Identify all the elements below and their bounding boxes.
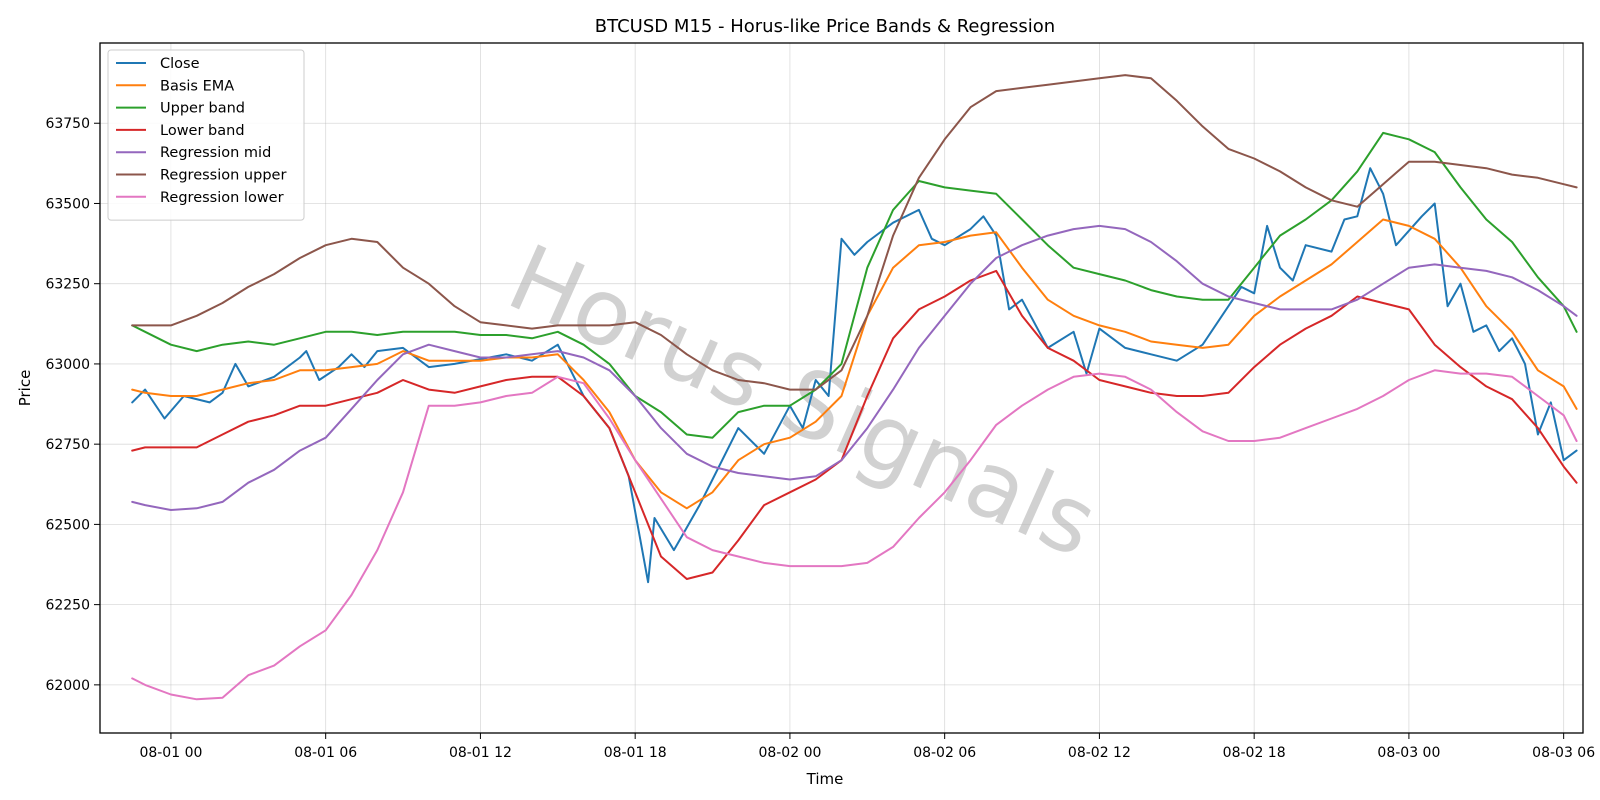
y-tick-label: 62250 bbox=[45, 598, 90, 614]
y-tick-label: 62500 bbox=[45, 517, 90, 533]
x-axis-label: Time bbox=[806, 770, 844, 788]
legend-box bbox=[107, 49, 305, 221]
legend-label-basis-ema: Basis EMA bbox=[160, 78, 234, 94]
chart-title: BTCUSD M15 - Horus-like Price Bands & Re… bbox=[595, 16, 1055, 37]
y-tick-label: 63000 bbox=[45, 357, 90, 373]
y-tick-label: 63250 bbox=[45, 277, 90, 293]
series-line-regression-lower bbox=[131, 369, 1578, 701]
x-tick-label: 08-02 06 bbox=[913, 745, 976, 761]
series-layer bbox=[131, 74, 1578, 701]
x-tick-label: 08-01 18 bbox=[604, 745, 667, 761]
legend-label-regression-mid: Regression mid bbox=[160, 145, 271, 161]
legend-label-close: Close bbox=[160, 56, 200, 72]
x-tick-label: 08-03 00 bbox=[1377, 745, 1440, 761]
x-tick-label: 08-02 00 bbox=[758, 745, 821, 761]
watermark: Horus Signals bbox=[494, 224, 1112, 578]
legend-label-upper-band: Upper band bbox=[160, 101, 245, 117]
x-ticks: 08-01 00 08-01 06 08-01 12 08-01 18 08-02 00… bbox=[139, 733, 1595, 761]
y-axis-label: Price bbox=[16, 370, 34, 407]
y-tick-label: 62000 bbox=[45, 678, 90, 694]
series-line-upper-band bbox=[131, 131, 1578, 439]
legend-label-lower-band: Lower band bbox=[160, 123, 245, 139]
y-tick-label: 62750 bbox=[45, 437, 90, 453]
legend-label-regression-lower: Regression lower bbox=[160, 190, 284, 206]
x-tick-label: 08-03 06 bbox=[1532, 745, 1595, 761]
y-tick-label: 63500 bbox=[45, 196, 90, 212]
series-line-regression-mid bbox=[131, 224, 1578, 511]
x-tick-label: 08-01 06 bbox=[294, 745, 357, 761]
series-line-close bbox=[131, 167, 1578, 584]
y-tick-label: 63750 bbox=[45, 116, 90, 132]
series-line-regression-upper bbox=[131, 74, 1578, 391]
x-tick-label: 08-01 00 bbox=[139, 745, 202, 761]
y-ticks: 62000 62250 62500 62750 63000 63250 63500 63750 bbox=[45, 116, 100, 694]
grid bbox=[100, 43, 1583, 733]
legend-label-regression-upper: Regression upper bbox=[160, 168, 286, 184]
watermark-text: Horus Signals bbox=[494, 224, 1112, 578]
x-tick-label: 08-02 18 bbox=[1223, 745, 1286, 761]
series-line-basis-ema bbox=[131, 218, 1578, 510]
plot-frame bbox=[99, 42, 1584, 734]
x-tick-label: 08-01 12 bbox=[449, 745, 512, 761]
series-line-lower-band bbox=[131, 269, 1578, 580]
x-tick-label: 08-02 12 bbox=[1068, 745, 1131, 761]
legend: Close Basis EMA Upper band Lower band Regres… bbox=[107, 49, 305, 221]
